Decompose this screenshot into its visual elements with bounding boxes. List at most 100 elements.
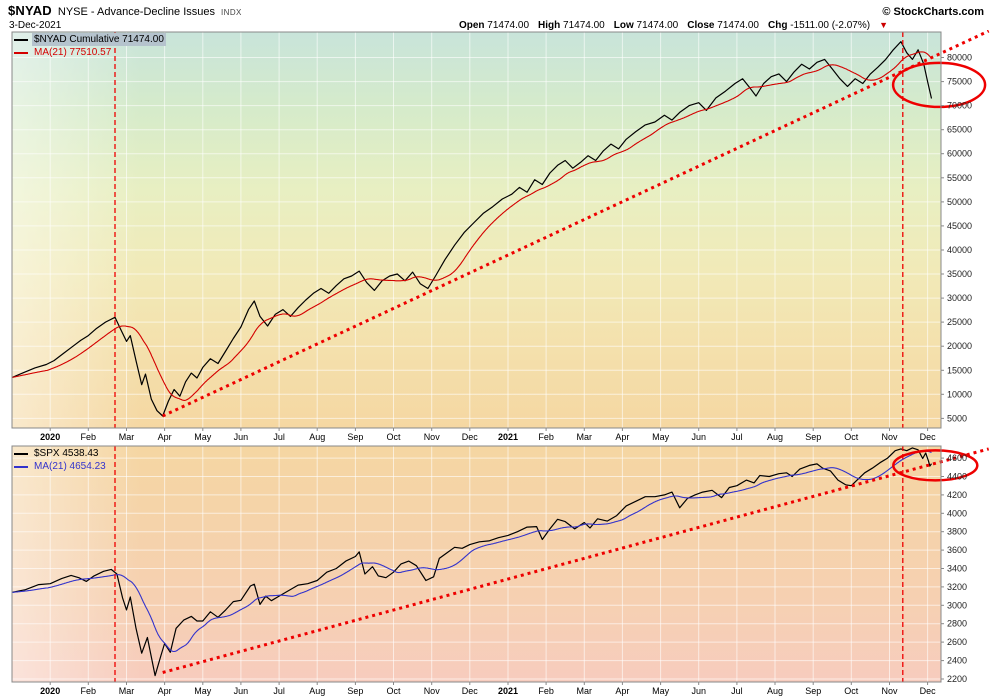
x-axis-label: Apr [158, 686, 172, 696]
plot-background [12, 32, 941, 428]
x-axis-label: Dec [920, 686, 937, 696]
x-axis-label: Sep [805, 686, 821, 696]
y-axis-label: 3000 [947, 600, 967, 610]
quote-high: High 71474.00 [538, 20, 605, 31]
y-axis-label: 15000 [947, 365, 972, 375]
exchange-label: INDX [221, 8, 242, 17]
x-axis-label: Aug [309, 432, 325, 442]
chart-header: $NYAD NYSE - Advance-Decline Issues INDX… [0, 0, 990, 31]
x-axis-label: Feb [81, 686, 97, 696]
breakdown-ellipse [892, 449, 979, 482]
plot-background [12, 446, 941, 682]
x-axis-label: Jun [691, 432, 706, 442]
x-axis-label: Nov [881, 432, 898, 442]
quote-close: Close 71474.00 [687, 20, 759, 31]
y-axis-label: 4600 [947, 453, 967, 463]
title-row: $NYAD NYSE - Advance-Decline Issues INDX… [8, 3, 984, 18]
x-axis-label: Nov [881, 686, 898, 696]
y-axis-label: 2200 [947, 674, 967, 684]
x-axis-label: Nov [424, 686, 441, 696]
y-axis-label: 35000 [947, 269, 972, 279]
x-axis-label: Jun [234, 686, 249, 696]
x-axis-label: Jul [273, 686, 285, 696]
y-axis-label: 2600 [947, 637, 967, 647]
plot-border [11, 445, 942, 683]
x-axis-label: Oct [386, 432, 401, 442]
x-axis-label: Mar [577, 686, 593, 696]
y-axis-label: 55000 [947, 173, 972, 183]
y-axis-label: 20000 [947, 341, 972, 351]
x-axis-label: Jul [731, 686, 743, 696]
x-axis-label: Nov [424, 432, 441, 442]
moving-average-line [12, 450, 932, 653]
x-axis-label: Sep [347, 686, 363, 696]
x-axis-label: Oct [844, 432, 859, 442]
series-group [12, 41, 933, 417]
series-group [12, 447, 932, 677]
x-axis-label: May [652, 686, 670, 696]
y-axis-label: 80000 [947, 53, 972, 63]
y-axis-label: 4000 [947, 508, 967, 518]
y-axis-label: 45000 [947, 221, 972, 231]
y-axis-label: 3600 [947, 545, 967, 555]
quote-row: 3-Dec-2021 Open 71474.00 High 71474.00 Low… [8, 20, 984, 31]
x-axis-label: Aug [767, 686, 783, 696]
x-axis-label: Mar [577, 432, 593, 442]
plot-border [11, 31, 942, 429]
x-axis-label: Mar [119, 686, 135, 696]
y-axis-label: 5000 [947, 413, 967, 423]
x-axis-label: May [194, 686, 212, 696]
x-axis-label: Feb [81, 432, 97, 442]
nyad-panel: 5000 10000 15000 20000 25000 30000 35000 40000 4… [0, 30, 990, 444]
x-axis-label: Sep [347, 432, 363, 442]
x-axis-label: 2021 [498, 432, 518, 442]
x-axis-label: Apr [615, 686, 629, 696]
y-axis-label: 2400 [947, 656, 967, 666]
x-axis-label: Oct [386, 686, 401, 696]
y-axis-label: 2800 [947, 619, 967, 629]
y-axis-label: 10000 [947, 389, 972, 399]
x-axis-label: Aug [309, 686, 325, 696]
price-line [12, 41, 933, 417]
stockcharts-credit: © StockCharts.com [882, 6, 984, 18]
x-axis-label: Sep [805, 432, 821, 442]
quote-date: 3-Dec-2021 [9, 20, 62, 31]
plot-left-fade [12, 32, 142, 428]
x-axis-label: Aug [767, 432, 783, 442]
x-axis-label: Jul [731, 432, 743, 442]
x-axis-label: Feb [538, 686, 554, 696]
spx-chart: 2200 2400 2600 2800 3000 3200 3400 3600 3800 4000… [11, 445, 990, 696]
x-axis-label: Mar [119, 432, 135, 442]
x-axis-label: Feb [538, 432, 554, 442]
quote-chg: Chg -1511.00 (-2.07%) [767, 20, 871, 31]
x-axis-label: Dec [920, 432, 937, 442]
price-line [12, 447, 932, 677]
quote-low: Low 71474.00 [613, 20, 679, 31]
x-axis-label: Jun [691, 686, 706, 696]
support-trendline [162, 30, 990, 418]
y-axis-label: 3200 [947, 582, 967, 592]
y-axis-label: 3800 [947, 527, 967, 537]
symbol-description: NYSE - Advance-Decline Issues [57, 6, 216, 18]
change-down-icon: ▼ [879, 20, 888, 30]
x-axis-label: Dec [462, 432, 479, 442]
moving-average-line [12, 51, 932, 401]
breakdown-ellipse [891, 61, 987, 109]
symbol: $NYAD [8, 3, 52, 18]
x-axis-label: Dec [462, 686, 479, 696]
y-axis-label: 60000 [947, 149, 972, 159]
x-axis-label: Apr [158, 432, 172, 442]
y-axis-label: 30000 [947, 293, 972, 303]
x-axis-label: 2021 [498, 686, 518, 696]
x-axis-label: 2020 [40, 686, 60, 696]
x-axis-label: 2020 [40, 432, 60, 442]
spx-panel: 2200 2400 2600 2800 3000 3200 3400 3600 3800 4000… [0, 444, 990, 698]
y-axis-label: 3400 [947, 564, 967, 574]
quote-open: Open 71474.00 [458, 20, 530, 31]
nyad-chart: 5000 10000 15000 20000 25000 30000 35000 40000 4… [11, 30, 990, 442]
y-axis-label: 75000 [947, 77, 972, 87]
x-axis-label: Jul [273, 432, 285, 442]
x-axis-label: Apr [615, 432, 629, 442]
y-axis-label: 40000 [947, 245, 972, 255]
